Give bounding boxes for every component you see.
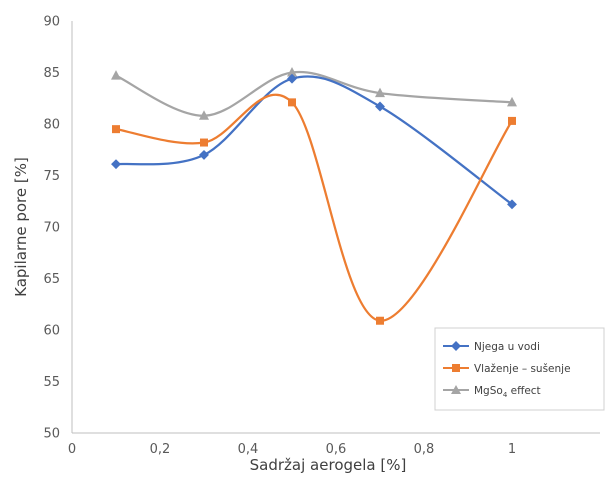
- data-point-mgso4-effect: [507, 96, 517, 107]
- data-point-mgso4-effect: [287, 67, 297, 77]
- series-line-vlazenje-susenje: [115, 93, 513, 322]
- y-tick-label: 50: [43, 427, 60, 442]
- data-point-mgso4-effect: [199, 110, 209, 120]
- series-vlazenje-susenje: [112, 93, 516, 325]
- y-tick-label: 85: [43, 66, 60, 81]
- data-point-mgso4-effect: [375, 87, 385, 98]
- x-tick-label: 0,4: [238, 442, 259, 457]
- legend-marker-triangle: [451, 385, 461, 394]
- legend-marker-square: [452, 364, 460, 372]
- data-point-njega-u-vodi: [375, 101, 385, 112]
- legend-label-vlazenje-susenje: Vlaženje – sušenje: [474, 363, 571, 375]
- y-tick-label: 80: [43, 118, 60, 133]
- axes: [71, 21, 600, 434]
- legend-item-mgso4-effect: MgSo4 effect: [443, 385, 541, 399]
- x-tick-label: 1: [508, 442, 516, 457]
- series-line-njega-u-vodi: [115, 75, 513, 206]
- legend-label-mgso4-effect: MgSo4 effect: [474, 385, 541, 399]
- series-line-mgso4-effect: [115, 70, 513, 117]
- y-tick-label: 65: [43, 272, 60, 287]
- series-mgso4-effect: [111, 67, 517, 120]
- y-tick-label: 70: [43, 221, 60, 236]
- y-axis-title: Kapilarne pore [%]: [12, 157, 30, 297]
- y-tick-label: 55: [43, 375, 60, 390]
- data-point-vlazenje-susenje: [112, 125, 120, 134]
- x-tick-label: 0,6: [326, 442, 347, 457]
- legend-label-njega-u-vodi: Njega u vodi: [474, 341, 540, 353]
- data-point-njega-u-vodi: [111, 159, 121, 170]
- series-layer: [111, 67, 517, 325]
- legend: Njega u vodi Vlaženje – sušenje MgSo4 ef…: [434, 327, 605, 411]
- legend-item-njega-u-vodi: Njega u vodi: [443, 341, 540, 353]
- legend-marker-diamond: [451, 341, 461, 351]
- y-tick-label: 60: [43, 324, 60, 339]
- y-tick-label: 90: [43, 15, 60, 30]
- data-point-vlazenje-susenje: [508, 116, 516, 125]
- legend-label-mgso4-base: MgSo: [474, 385, 503, 397]
- x-tick-label: 0,2: [150, 442, 171, 457]
- data-point-njega-u-vodi: [199, 149, 209, 160]
- data-point-mgso4-effect: [111, 70, 121, 80]
- legend-label-mgso4-subscript: 4: [503, 391, 508, 399]
- x-tick-label: 0,8: [414, 442, 435, 457]
- legend-label-mgso4-suffix: effect: [507, 385, 540, 397]
- data-point-vlazenje-susenje: [376, 316, 384, 325]
- y-tick-label: 75: [43, 169, 60, 184]
- x-tick-label: 0: [68, 442, 76, 457]
- legend-item-vlazenje-susenje: Vlaženje – sušenje: [443, 363, 571, 375]
- data-point-njega-u-vodi: [507, 199, 517, 210]
- data-point-vlazenje-susenje: [288, 98, 296, 107]
- x-axis-title: Sadržaj aerogela [%]: [250, 456, 407, 474]
- data-point-vlazenje-susenje: [200, 138, 208, 147]
- y-tick-labels: 50 55 60 65 70 75 80 85 90: [43, 15, 60, 442]
- x-tick-labels: 0 0,2 0,4 0,6 0,8 1: [68, 442, 516, 457]
